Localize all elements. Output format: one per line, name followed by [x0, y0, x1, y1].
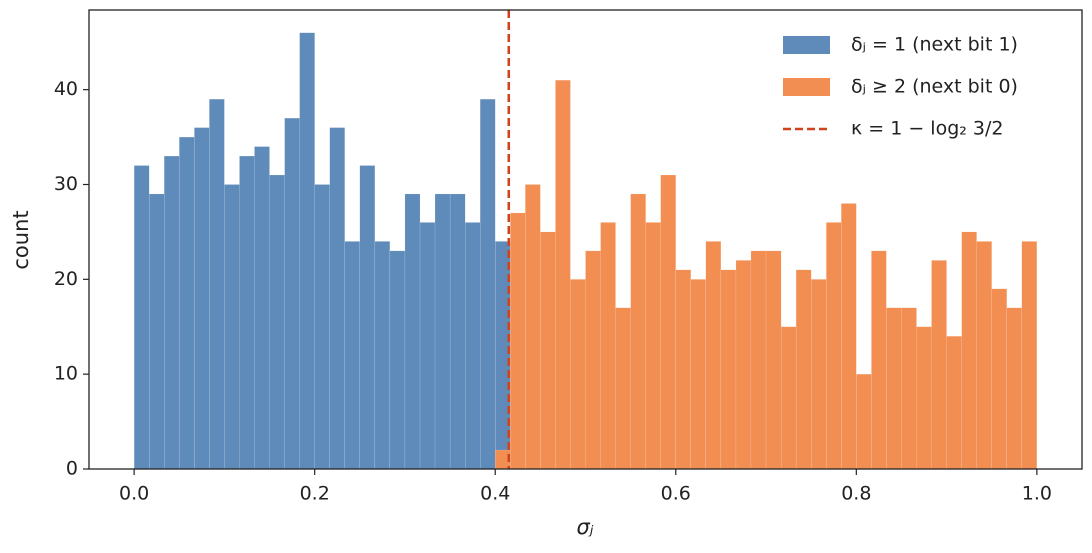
bar: [946, 336, 962, 470]
bar: [841, 203, 857, 470]
bar: [449, 193, 466, 470]
y-axis-label: count: [9, 210, 33, 269]
bar: [600, 222, 616, 470]
bar: [540, 231, 556, 470]
y-tick-label: 40: [54, 78, 78, 100]
bar: [510, 212, 526, 470]
bar: [480, 98, 496, 470]
bar: [585, 250, 601, 470]
bar: [750, 250, 767, 470]
bar: [209, 98, 225, 470]
bar: [976, 241, 992, 470]
bar: [615, 307, 631, 470]
bar: [991, 288, 1007, 470]
bar: [314, 184, 330, 470]
bar: [735, 260, 752, 470]
bar: [811, 279, 827, 470]
bar: [780, 326, 797, 470]
bar: [164, 155, 180, 470]
bar: [690, 279, 706, 470]
bar: [434, 193, 451, 470]
bar: [570, 279, 586, 470]
bar: [916, 326, 932, 470]
bar: [374, 241, 391, 470]
y-tick-label: 30: [54, 173, 78, 195]
y-tick-label: 20: [54, 268, 78, 290]
bar: [149, 193, 165, 470]
legend-swatch: [783, 78, 830, 96]
x-tick-label: 0.2: [300, 483, 330, 505]
y-tick-label: 10: [54, 363, 78, 385]
bar: [284, 117, 300, 470]
bar: [1021, 241, 1038, 470]
bar: [1006, 307, 1022, 470]
bar: [525, 184, 541, 470]
bar: [630, 193, 646, 470]
bar: [299, 32, 315, 470]
x-tick-label: 1.0: [1022, 483, 1052, 505]
bar: [329, 127, 345, 470]
legend-label: κ = 1 − log₂ 3/2: [851, 118, 1003, 140]
bar: [720, 269, 737, 470]
x-tick-label: 0.4: [480, 483, 510, 505]
bar: [660, 174, 676, 470]
bar: [465, 222, 481, 470]
plot-frame: [88, 9, 1083, 470]
bar: [961, 231, 977, 470]
bar: [344, 241, 360, 470]
bar: [194, 127, 210, 470]
bar: [254, 146, 270, 470]
bar: [419, 222, 436, 470]
bar: [359, 165, 376, 470]
legend-label: δⱼ ≥ 2 (next bit 0): [851, 76, 1018, 98]
bar: [389, 250, 406, 470]
bar: [179, 136, 195, 470]
bar: [239, 155, 255, 470]
legend-label: δⱼ = 1 (next bit 1): [851, 34, 1018, 56]
x-axis-label: σⱼ: [577, 515, 594, 539]
bar: [795, 269, 812, 470]
y-tick-label: 0: [66, 458, 78, 480]
bar: [133, 165, 150, 470]
bar: [856, 374, 872, 470]
bar: [931, 260, 947, 470]
legend-swatch: [783, 36, 830, 54]
bar: [765, 250, 782, 470]
bar: [269, 174, 285, 470]
x-tick-label: 0.0: [119, 483, 149, 505]
bar: [826, 222, 842, 470]
bar: [675, 269, 691, 470]
x-tick-label: 0.6: [661, 483, 691, 505]
bar: [886, 307, 902, 470]
bar: [705, 241, 722, 470]
bar: [224, 184, 240, 470]
bar: [901, 307, 917, 470]
bar: [871, 250, 887, 470]
bar: [555, 80, 571, 470]
bar: [404, 193, 421, 470]
bar: [645, 222, 661, 470]
x-tick-label: 0.8: [841, 483, 871, 505]
